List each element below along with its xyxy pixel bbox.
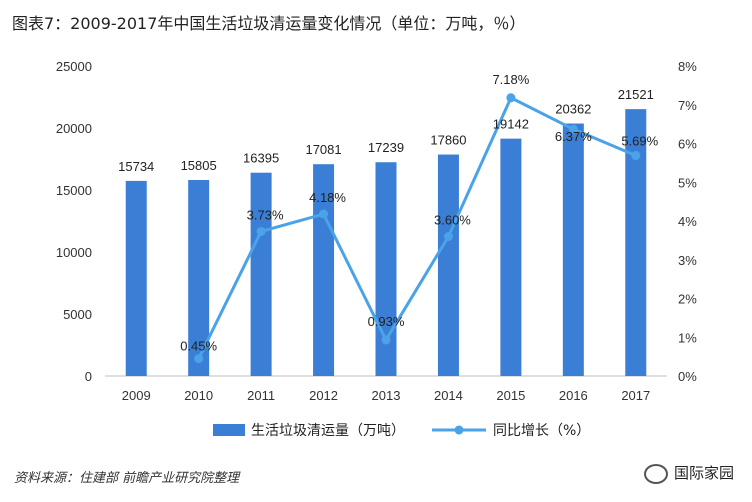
y-right-tick-label: 0%: [678, 369, 697, 384]
y-left-tick-label: 10000: [56, 245, 92, 260]
bar-value-label: 17239: [368, 140, 404, 155]
y-left-tick-label: 20000: [56, 121, 92, 136]
bar: [313, 164, 335, 376]
y-right-tick-label: 1%: [678, 330, 697, 345]
bar: [437, 154, 459, 376]
bar: [125, 180, 147, 376]
y-right-tick-label: 5%: [678, 175, 697, 190]
y-right-tick-label: 3%: [678, 253, 697, 268]
line-point: [381, 335, 391, 345]
legend-line-label: 同比增长（%）: [493, 423, 590, 439]
line-value-label: 0.93%: [368, 314, 405, 329]
legend-bar-swatch: [213, 424, 245, 436]
legend-line-marker: [454, 425, 464, 435]
x-tick-label: 2014: [434, 388, 463, 403]
bar-value-label: 17081: [305, 142, 341, 157]
line-value-label: 6.37%: [555, 129, 592, 144]
line-point: [568, 124, 578, 134]
x-tick-label: 2012: [309, 388, 338, 403]
bar: [188, 180, 210, 376]
wechat-icon: [643, 463, 668, 484]
line-value-label: 3.73%: [247, 207, 284, 222]
bar: [562, 123, 584, 376]
y-left-tick-label: 15000: [56, 183, 92, 198]
y-right-tick-label: 2%: [678, 292, 697, 307]
bar: [625, 109, 647, 377]
line-point: [194, 354, 204, 364]
line-value-label: 7.18%: [492, 72, 529, 87]
growth-line: [197, 96, 637, 360]
bar-value-label: 16395: [243, 151, 279, 166]
x-tick-label: 2016: [559, 388, 588, 403]
line-point: [506, 93, 516, 103]
line-value-label: 3.60%: [434, 213, 471, 228]
line-point: [443, 232, 453, 241]
x-tick-label: 2017: [621, 388, 650, 403]
legend-bar-label: 生活垃圾清运量（万吨）: [251, 423, 405, 439]
line-value-label: 4.18%: [309, 190, 346, 205]
bar-value-label: 15805: [181, 158, 217, 173]
x-tick-label: 2013: [372, 388, 401, 403]
y-right-tick-label: 4%: [678, 214, 697, 229]
bar-value-label: 15734: [118, 159, 154, 174]
bar: [375, 162, 397, 376]
bar-value-label: 19142: [493, 117, 529, 132]
line-value-label: 0.45%: [180, 339, 217, 354]
line-point: [631, 151, 641, 161]
source-note: 资料来源：住建部 前瞻产业研究院整理: [14, 471, 240, 486]
brand-watermark: 国际家园: [643, 462, 734, 484]
line-point: [319, 209, 329, 219]
brand-label: 国际家园: [673, 464, 734, 482]
line-value-label: 5.69%: [621, 134, 658, 149]
y-right-tick-label: 6%: [678, 137, 697, 152]
x-tick-label: 2015: [496, 388, 525, 403]
y-right-tick-label: 7%: [678, 98, 697, 113]
bar-value-label: 20362: [555, 102, 591, 117]
y-left-tick-label: 5000: [63, 307, 92, 322]
y-left-tick-label: 25000: [56, 59, 92, 74]
x-tick-label: 2009: [122, 388, 151, 403]
line-point: [256, 226, 266, 236]
chart-title: 图表7：2009-2017年中国生活垃圾清运量变化情况（单位：万吨，％）: [12, 14, 526, 33]
x-tick-label: 2011: [247, 388, 275, 403]
y-left-tick-label: 0: [85, 369, 92, 384]
bar: [250, 172, 272, 376]
x-tick-label: 2010: [184, 388, 213, 403]
bar-value-label: 17860: [430, 133, 466, 148]
y-right-tick-label: 8%: [678, 59, 697, 74]
bar: [500, 138, 522, 376]
bar-value-label: 21521: [618, 87, 654, 102]
